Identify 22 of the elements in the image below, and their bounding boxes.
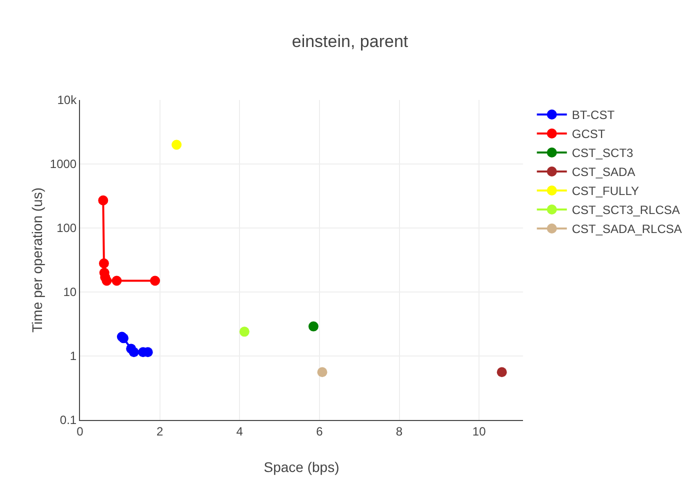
legend-label: CST_SCT3 — [572, 146, 634, 160]
legend-label: CST_SADA_RLCSA — [572, 222, 682, 236]
y-tick-label: 10k — [57, 93, 78, 108]
y-axis-title: Time per operation (us) — [29, 188, 45, 332]
legend-label: BT-CST — [572, 108, 616, 122]
chart-title: einstein, parent — [292, 32, 408, 51]
x-axis-title: Space (bps) — [264, 459, 340, 475]
x-tick-label: 6 — [316, 424, 324, 438]
legend-label: CST_FULLY — [572, 184, 639, 198]
x-tick-label: 4 — [236, 424, 244, 438]
y-tick-label: 1000 — [50, 157, 77, 172]
legend-label: GCST — [572, 127, 606, 142]
y-tick-label: 100 — [56, 221, 77, 236]
y-tick-label: 10 — [63, 285, 77, 300]
x-tick-label: 0 — [76, 424, 84, 438]
x-tick-label: 10 — [472, 424, 486, 438]
y-tick-label: 0.1 — [60, 413, 77, 428]
legend-label: CST_SADA — [572, 165, 636, 180]
legend-label: CST_SCT3_RLCSA — [572, 203, 680, 218]
y-tick-label: 1 — [70, 349, 77, 364]
x-tick-label: 2 — [156, 424, 164, 438]
x-tick-label: 8 — [396, 424, 403, 438]
